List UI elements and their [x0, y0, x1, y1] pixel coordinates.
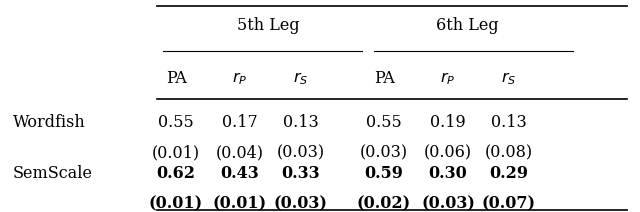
- Text: 0.19: 0.19: [430, 114, 466, 131]
- Text: $r_S$: $r_S$: [501, 70, 516, 87]
- Text: (0.07): (0.07): [482, 195, 536, 212]
- Text: (0.04): (0.04): [216, 144, 264, 161]
- Text: (0.03): (0.03): [276, 144, 325, 161]
- Text: SemScale: SemScale: [13, 165, 93, 182]
- Text: 0.29: 0.29: [490, 165, 528, 182]
- Text: (0.01): (0.01): [149, 195, 203, 212]
- Text: 0.62: 0.62: [157, 165, 195, 182]
- Text: 0.30: 0.30: [429, 165, 467, 182]
- Text: (0.03): (0.03): [421, 195, 475, 212]
- Text: (0.03): (0.03): [360, 144, 408, 161]
- Text: 0.59: 0.59: [365, 165, 403, 182]
- Text: PA: PA: [374, 70, 394, 87]
- Text: PA: PA: [166, 70, 186, 87]
- Text: (0.06): (0.06): [424, 144, 472, 161]
- Text: (0.01): (0.01): [152, 144, 200, 161]
- Text: $r_S$: $r_S$: [293, 70, 308, 87]
- Text: 6th Leg: 6th Leg: [436, 17, 499, 34]
- Text: (0.01): (0.01): [213, 195, 267, 212]
- Text: 0.43: 0.43: [221, 165, 259, 182]
- Text: 5th Leg: 5th Leg: [237, 17, 300, 34]
- Text: $r_P$: $r_P$: [232, 70, 248, 87]
- Text: 0.55: 0.55: [158, 114, 194, 131]
- Text: 0.17: 0.17: [222, 114, 258, 131]
- Text: 0.55: 0.55: [366, 114, 402, 131]
- Text: (0.03): (0.03): [274, 195, 328, 212]
- Text: (0.08): (0.08): [484, 144, 533, 161]
- Text: 0.33: 0.33: [282, 165, 320, 182]
- Text: 0.13: 0.13: [491, 114, 527, 131]
- Text: (0.02): (0.02): [357, 195, 411, 212]
- Text: 0.13: 0.13: [283, 114, 319, 131]
- Text: $r_P$: $r_P$: [440, 70, 456, 87]
- Text: Wordfish: Wordfish: [13, 114, 86, 131]
